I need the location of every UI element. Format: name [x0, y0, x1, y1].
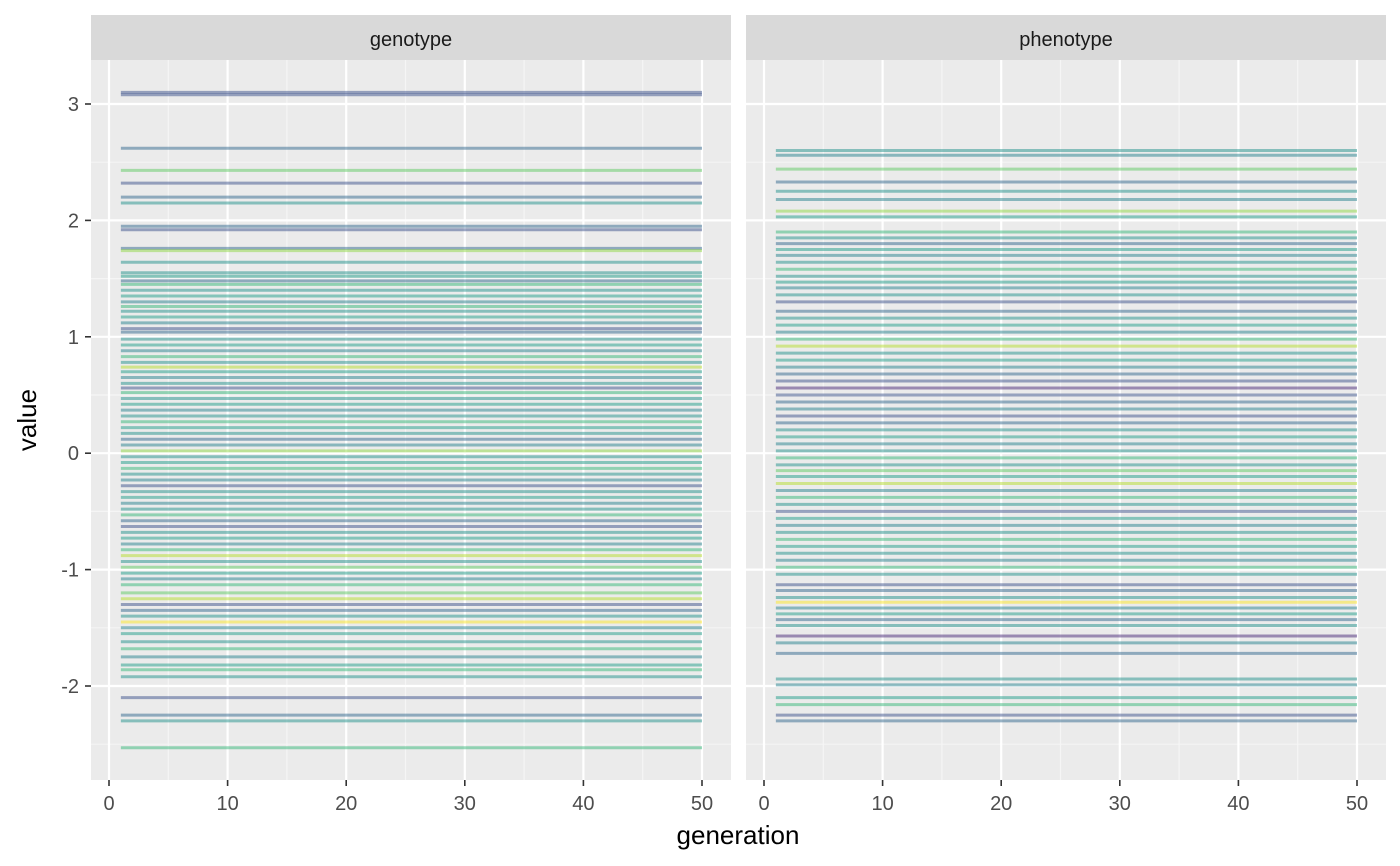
strip-label-genotype: genotype: [370, 29, 452, 51]
x-tick-label: 50: [691, 793, 713, 815]
series-lines-phenotype: [775, 149, 1357, 723]
strip-label-phenotype: phenotype: [1019, 29, 1112, 51]
x-tick-label: 0: [758, 793, 769, 815]
x-tick-label: 50: [1346, 793, 1368, 815]
x-tick-label: 30: [454, 793, 476, 815]
gridlines-phenotype: [746, 60, 1386, 780]
y-tick-label: 1: [68, 327, 79, 349]
gridlines-genotype: [91, 60, 731, 780]
x-tick-label: 30: [1109, 793, 1131, 815]
plot-area-genotype: [91, 60, 731, 780]
x-tick-label: 10: [871, 793, 893, 815]
x-tick-label: 0: [103, 793, 114, 815]
x-tick-label: 40: [1227, 793, 1249, 815]
x-tick-label: 40: [572, 793, 594, 815]
strip-background-genotype: [91, 15, 731, 60]
y-axis: -2 -1 0 1 2 3: [61, 94, 91, 698]
y-tick-label: -1: [61, 560, 79, 582]
y-tick-label: -2: [61, 676, 79, 698]
panel-genotype: genotype: [91, 15, 731, 780]
y-tick-label: 0: [68, 443, 79, 465]
plot-area-phenotype: [746, 60, 1386, 780]
x-axis-title: generation: [677, 820, 800, 850]
strip-background-phenotype: [746, 15, 1386, 60]
x-tick-label: 20: [335, 793, 357, 815]
x-tick-label: 20: [990, 793, 1012, 815]
y-tick-label: 3: [68, 94, 79, 116]
panel-phenotype: phenotype: [746, 15, 1386, 780]
y-axis-title: value: [12, 389, 42, 451]
series-lines-genotype: [120, 90, 702, 750]
x-axis: 0 10 20 30 40 50 0 10 20 30 40 50: [103, 780, 1368, 815]
x-tick-label: 10: [216, 793, 238, 815]
y-tick-label: 2: [68, 210, 79, 232]
